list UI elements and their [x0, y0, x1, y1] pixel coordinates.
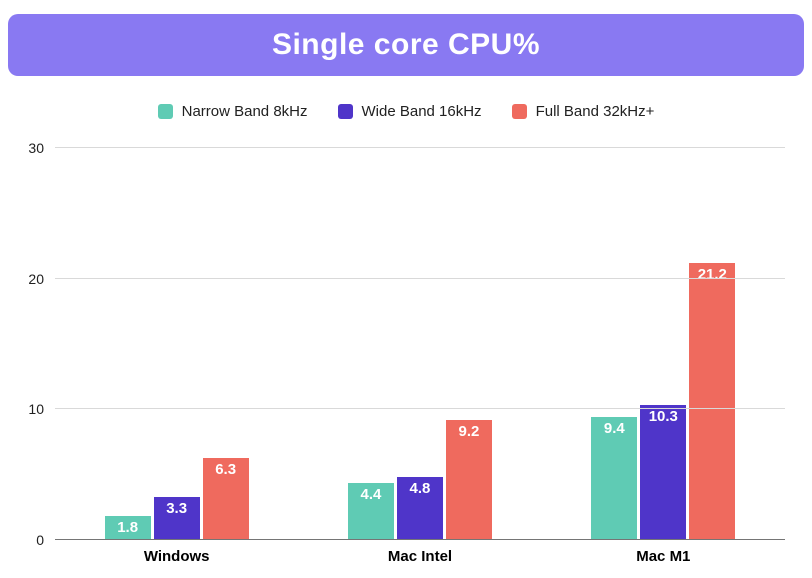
- x-category-label: Mac Intel: [387, 548, 453, 565]
- gridline: [55, 147, 785, 148]
- bar: 9.2: [445, 419, 492, 540]
- bar-value-label: 21.2: [697, 266, 727, 283]
- bar-group: 9.4 10.3 21.2: [542, 148, 785, 540]
- x-axis-line: [55, 539, 785, 540]
- legend-item: Wide Band 16kHz: [337, 103, 482, 120]
- gridline: [55, 408, 785, 410]
- legend-item: Narrow Band 8kHz: [157, 103, 308, 120]
- x-category-label: Windows: [143, 548, 210, 565]
- legend-swatch-icon: [511, 104, 527, 119]
- bar-value-label: 10.3: [648, 408, 678, 426]
- legend-swatch-icon: [157, 104, 173, 119]
- legend-item: Full Band 32kHz+: [511, 103, 655, 120]
- bar-value-label: 3.3: [166, 499, 188, 517]
- legend-label: Full Band 32kHz+: [535, 103, 655, 120]
- bar: 21.2: [689, 263, 736, 540]
- bar-groups: 1.8 3.3 6.3 4.4 4.8 9.2 9.4 10.3 21.2: [55, 148, 785, 540]
- chart-title: Single core CPU%: [271, 28, 541, 61]
- bar-value-label: 4.4: [360, 485, 382, 503]
- bar: 4.8: [396, 477, 443, 540]
- x-category-label: Mac M1: [636, 548, 691, 565]
- bar-value-label: 1.8: [117, 519, 139, 537]
- legend-swatch-icon: [337, 104, 353, 119]
- y-tick-label: 30: [28, 140, 44, 156]
- plot-area: 1.8 3.3 6.3 4.4 4.8 9.2 9.4 10.3 21.2: [55, 147, 785, 540]
- legend-label: Wide Band 16kHz: [361, 103, 482, 120]
- bar-value-label: 4.8: [409, 480, 431, 498]
- legend: Narrow Band 8kHz Wide Band 16kHz Full Band…: [0, 103, 812, 120]
- legend-label: Narrow Band 8kHz: [181, 103, 308, 120]
- y-tick-label: 20: [28, 270, 44, 287]
- bar: 4.4: [347, 482, 394, 540]
- gridline: [55, 277, 785, 279]
- bar: 10.3: [640, 405, 687, 540]
- title-banner: Single core CPU%: [8, 14, 804, 76]
- bar: 3.3: [153, 496, 200, 540]
- bar-value-label: 9.4: [603, 420, 625, 438]
- bar-group: 4.4 4.8 9.2: [298, 148, 541, 540]
- bar: 1.8: [104, 516, 151, 540]
- y-tick-label: 0: [36, 532, 44, 548]
- bar-group: 1.8 3.3 6.3: [55, 148, 298, 540]
- bar-value-label: 9.2: [458, 422, 480, 440]
- x-axis-labels: Windows Mac Intel Mac M1: [55, 548, 785, 565]
- y-tick-label: 10: [28, 401, 44, 418]
- bar: 9.4: [591, 417, 638, 540]
- bar: 6.3: [202, 457, 249, 540]
- bar-value-label: 6.3: [215, 460, 237, 478]
